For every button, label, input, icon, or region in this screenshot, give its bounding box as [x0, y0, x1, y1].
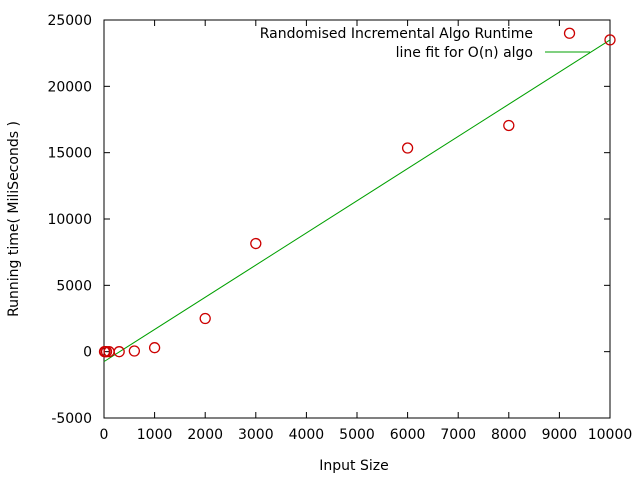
- data-point: [401, 142, 414, 154]
- x-tick-label: 7000: [440, 427, 476, 443]
- x-tick-label: 8000: [491, 427, 527, 443]
- x-tick-label: 9000: [542, 427, 578, 443]
- x-tick-label: 3000: [238, 427, 274, 443]
- legend-label-runtime: Randomised Incremental Algo Runtime: [260, 26, 533, 42]
- x-tick-label: 4000: [289, 427, 325, 443]
- line-fit-series: [103, 39, 611, 363]
- axis-ticks: [103, 19, 611, 419]
- data-point: [199, 312, 211, 325]
- data-point: [148, 342, 161, 354]
- y-tick-label: 20000: [47, 79, 92, 95]
- y-tick-label: 25000: [47, 13, 92, 29]
- x-tick-label: 0: [100, 427, 109, 443]
- x-axis-label: Input Size: [319, 458, 388, 474]
- legend-label-line-fit: line fit for O(n) algo: [396, 45, 533, 61]
- plot-frame: [103, 19, 611, 419]
- y-tick-label: 0: [83, 345, 92, 361]
- y-tick-label: 15000: [47, 146, 92, 162]
- x-tick-label: 5000: [339, 427, 375, 443]
- data-point: [250, 237, 262, 250]
- data-point: [604, 34, 616, 46]
- y-tick-label: 10000: [47, 212, 92, 228]
- y-tick-label: -5000: [51, 411, 92, 427]
- y-tick-label: 5000: [56, 278, 92, 294]
- x-tick-label: 6000: [390, 427, 426, 443]
- data-point: [503, 119, 515, 132]
- axis-tick-labels: 0 1000 2000 3000 4000 5000 6000 7000 8000 9000 100…: [47, 13, 632, 443]
- y-axis-label: Running time( MiliSeconds ): [6, 121, 22, 317]
- x-tick-label: 10000: [588, 427, 633, 443]
- x-tick-label: 1000: [137, 427, 173, 443]
- series-layer: [98, 34, 616, 363]
- data-point: [113, 346, 125, 358]
- data-point: [128, 345, 141, 357]
- x-tick-label: 2000: [187, 427, 223, 443]
- legend: Randomised Incremental Algo Runtime line…: [260, 26, 590, 61]
- legend-swatch-runtime: [563, 27, 576, 39]
